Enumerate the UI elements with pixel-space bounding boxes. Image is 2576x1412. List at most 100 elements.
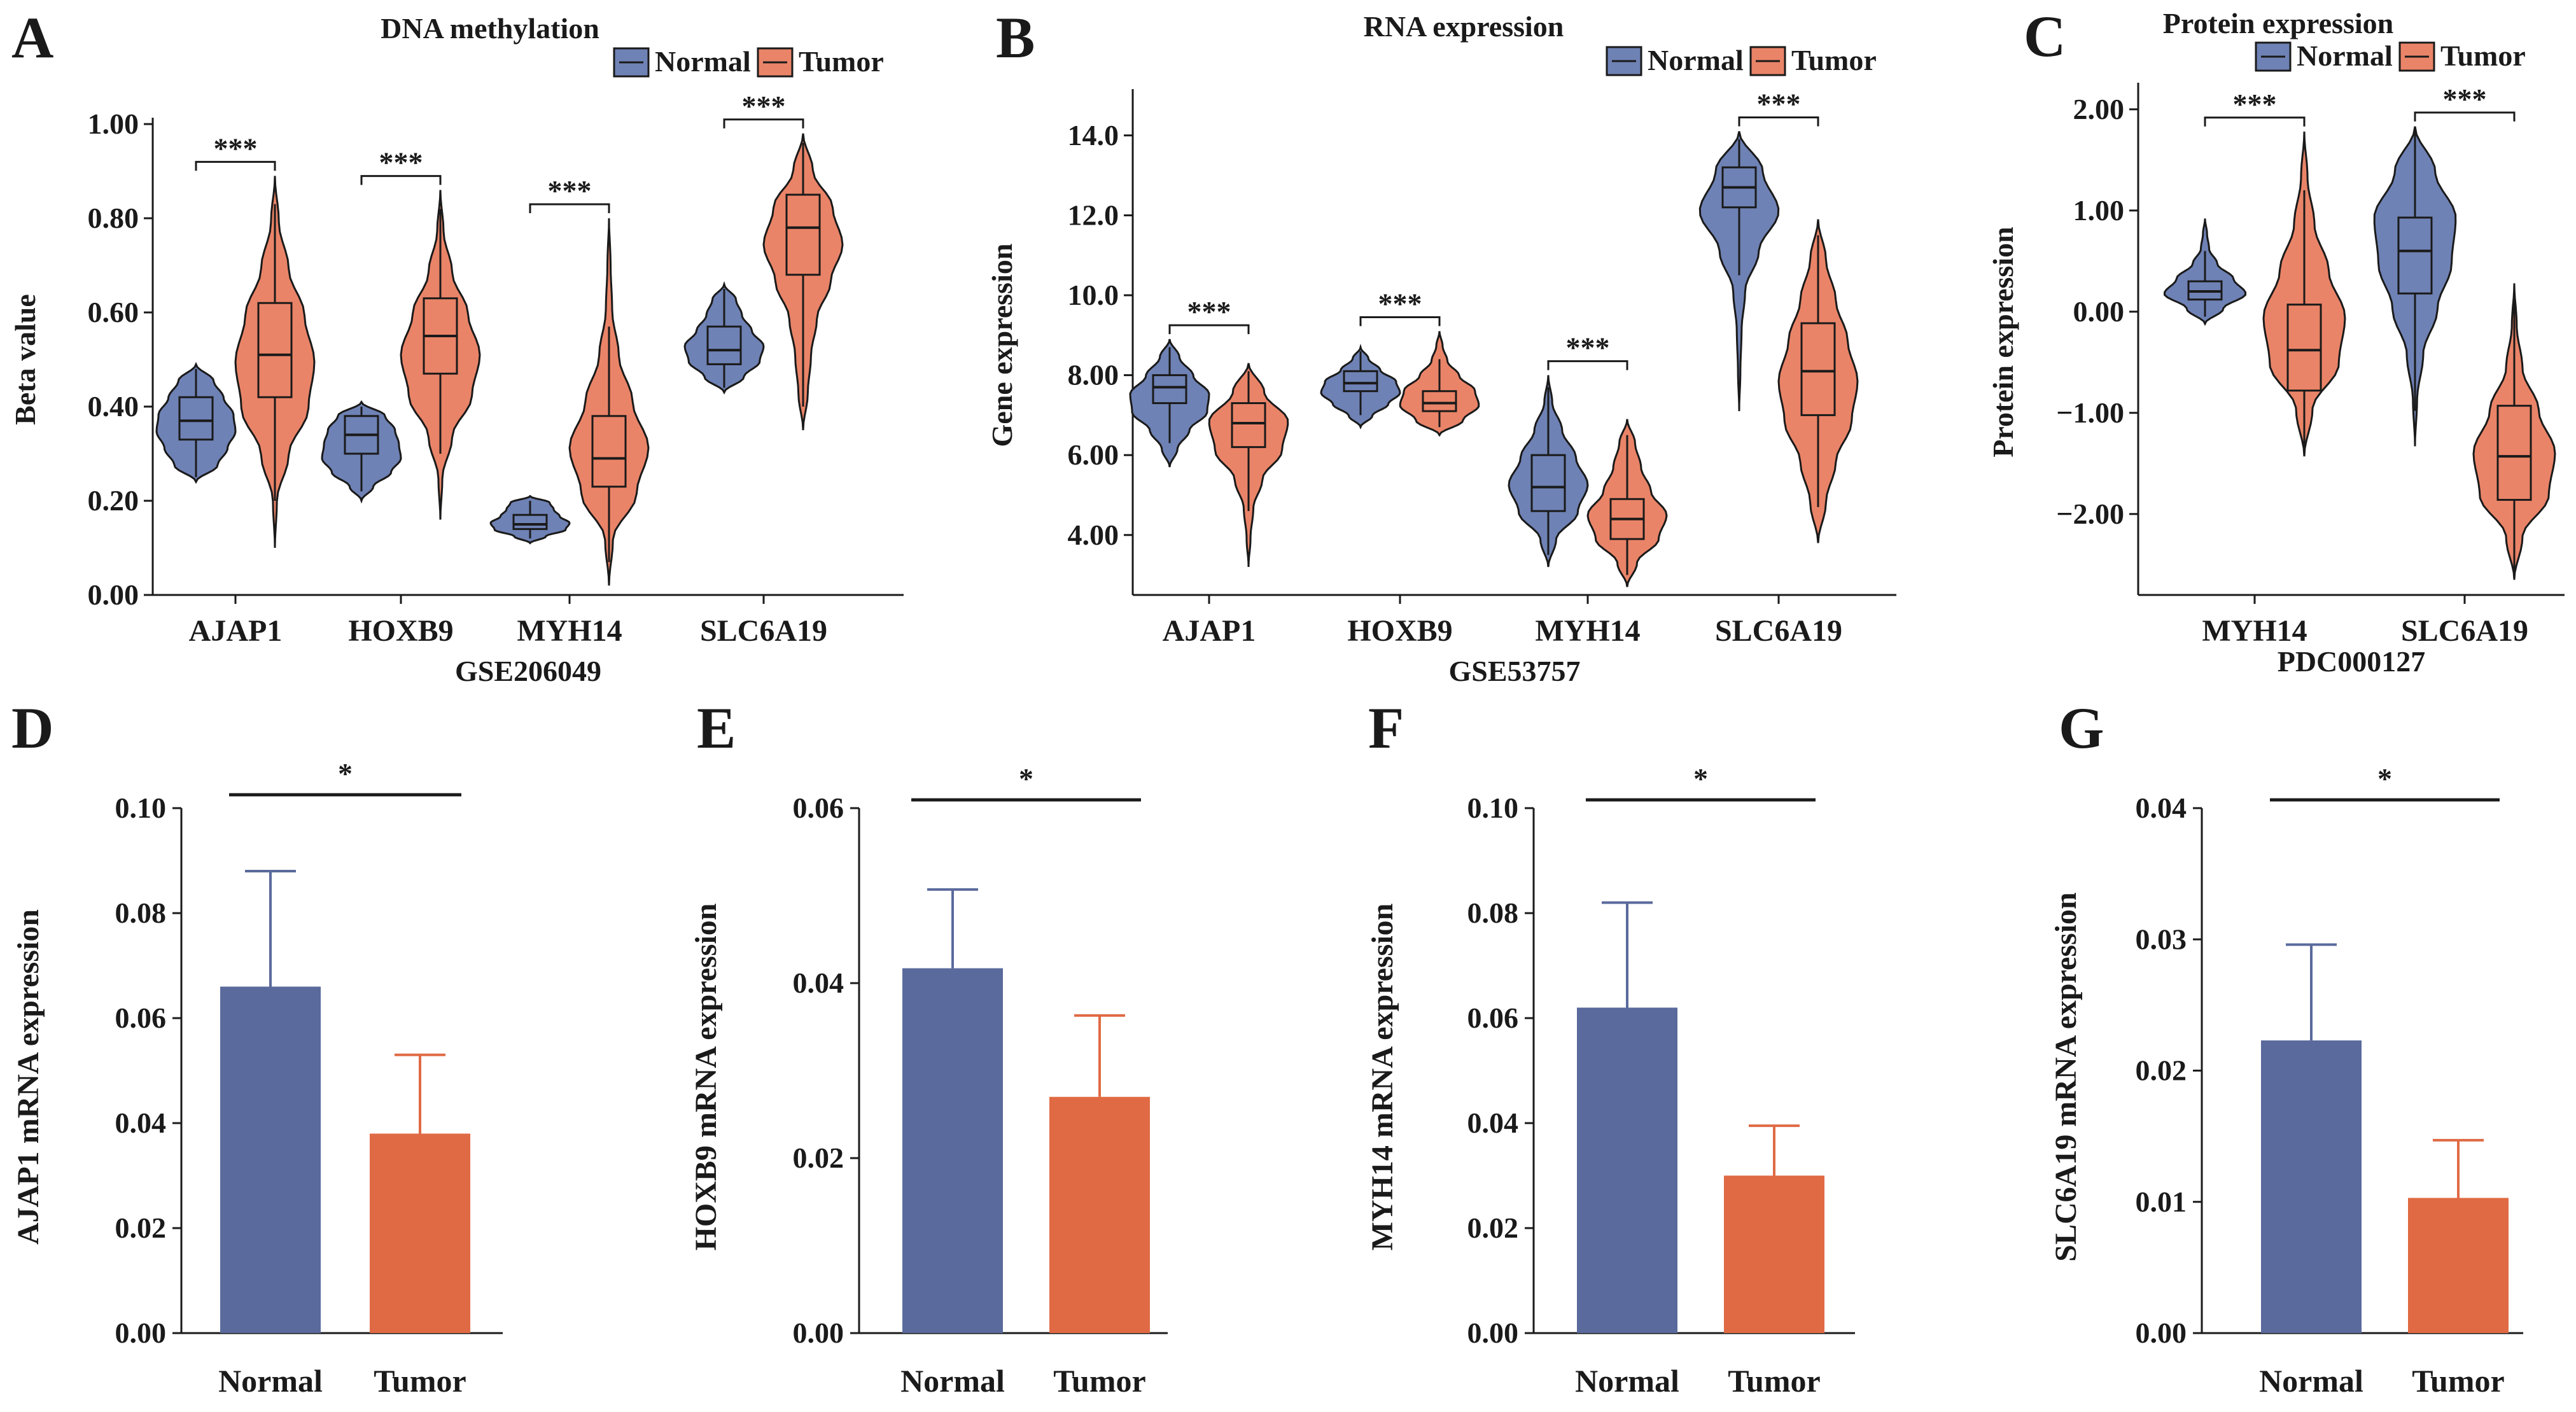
- box: [706, 325, 742, 365]
- panel-E: E 0.00 0.02 0.04 0.06 HOXB9 mRNA expression No…: [689, 696, 1168, 1399]
- y-tick-label: 0.02: [115, 1212, 167, 1244]
- significance-label: ***: [214, 132, 258, 164]
- y-tick-label: 0.20: [88, 484, 139, 517]
- violin-tumor-myh14: [568, 218, 650, 586]
- bar-tumor: [1049, 1014, 1150, 1333]
- significance-bracket: ***: [1168, 295, 1250, 335]
- panel-A: A DNA methylation Normal Tumor 0.00 0.20 0.40 0…: [9, 5, 904, 687]
- x-tick-label: Normal: [2259, 1363, 2363, 1399]
- y-axis-label: MYH14 mRNA expression: [1366, 904, 1399, 1251]
- y-tick-label: 0.00: [2136, 1317, 2187, 1349]
- box: [178, 396, 214, 441]
- y-tick-label: 6.00: [1068, 438, 1119, 471]
- y-tick-label: 0.08: [1467, 897, 1519, 929]
- y-tick-label: 12.0: [1068, 199, 1119, 231]
- y-tick-label: 0.00: [88, 578, 139, 611]
- violin-normal-ajap1: [155, 361, 237, 484]
- y-tick-label: 0.04: [2136, 792, 2187, 824]
- bracket-line: [529, 203, 610, 213]
- box: [1343, 370, 1378, 393]
- y-tick-label: 0.06: [793, 792, 844, 824]
- box: [1800, 322, 1836, 416]
- significance-bracket: ***: [2204, 88, 2306, 127]
- bar-rect: [370, 1133, 470, 1333]
- x-tick-label: HOXB9: [1347, 614, 1452, 648]
- bar-normal: [902, 888, 1003, 1333]
- legend-label-normal: Normal: [1648, 44, 1744, 76]
- y-tick-label: 0.04: [793, 967, 844, 999]
- box: [257, 302, 293, 398]
- bar-normal: [1577, 901, 1677, 1333]
- y-axis-label: Protein expression: [1987, 227, 2019, 457]
- x-tick-label: Normal: [1575, 1363, 1679, 1399]
- box: [512, 514, 548, 530]
- bar-normal: [220, 870, 321, 1333]
- x-axis-label: GSE206049: [455, 655, 601, 687]
- legend-label-tumor: Tumor: [1791, 44, 1877, 76]
- y-tick-label: 0.10: [1467, 792, 1519, 824]
- legend-label-normal: Normal: [655, 45, 751, 78]
- x-tick-label: HOXB9: [348, 614, 453, 648]
- y-tick-label: 0.00: [2073, 295, 2125, 328]
- y-tick-label: 0.04: [115, 1107, 167, 1139]
- violin-tumor-hoxb9: [1399, 331, 1480, 437]
- y-tick-label: 2.00: [2073, 93, 2125, 125]
- bracket-line: [1168, 324, 1250, 335]
- bracket-line: [195, 160, 276, 171]
- significance-bracket: ***: [2414, 83, 2516, 122]
- y-tick-label: 8.00: [1068, 359, 1119, 391]
- y-tick-label: 0.06: [115, 1002, 167, 1034]
- bracket-line: [1738, 116, 1819, 127]
- violin-normal-hoxb9: [1320, 344, 1401, 430]
- panel-letter: G: [2059, 696, 2104, 760]
- x-axis-label: GSE53757: [1448, 655, 1580, 687]
- y-tick-label: 0.00: [1467, 1317, 1519, 1349]
- legend: Normal Tumor: [2255, 39, 2526, 72]
- x-tick-label: SLC6A19: [1715, 614, 1842, 648]
- panel-letter: E: [697, 696, 736, 760]
- bar-rect: [1049, 1096, 1150, 1333]
- y-axis-label: AJAP1 mRNA expression: [11, 909, 45, 1245]
- y-tick-label: 0.04: [1467, 1107, 1519, 1139]
- bracket-line: [1359, 316, 1441, 326]
- y-tick-label: 0.03: [2136, 923, 2187, 955]
- x-tick-label: SLC6A19: [2401, 614, 2528, 648]
- box: [1152, 374, 1187, 405]
- y-tick-label: 0.01: [2136, 1185, 2187, 1218]
- x-tick-label: SLC6A19: [700, 614, 827, 648]
- legend-label-tumor: Tumor: [2440, 39, 2526, 72]
- violin-tumor-ajap1: [234, 176, 316, 549]
- significance-label: *: [338, 757, 353, 790]
- bracket-line: [2204, 116, 2306, 127]
- panel-G: G 0.00 0.01 0.02 0.03 0.04 SLC6A19 mRNA expres…: [2049, 696, 2523, 1399]
- y-tick-label: 0.10: [115, 792, 167, 824]
- panel-D: D 0.00 0.02 0.04 0.06 0.08 0.10 AJAP1 mRNA expr…: [11, 696, 503, 1399]
- bracket-line: [723, 118, 804, 129]
- y-tick-label: 0.02: [793, 1142, 844, 1174]
- y-tick-label: 14.0: [1068, 119, 1119, 151]
- violin-normal-slc6a19: [683, 281, 765, 395]
- y-tick-label: 0.00: [793, 1317, 844, 1349]
- significance-bracket: ***: [1359, 288, 1441, 326]
- panel-letter: A: [11, 5, 53, 70]
- x-tick-label: Tumor: [2412, 1363, 2504, 1399]
- significance-label: ***: [742, 90, 786, 122]
- significance-label: ***: [1757, 88, 1801, 120]
- violin-tumor-slc6a19: [2472, 283, 2556, 580]
- violin-normal-myh14: [1508, 375, 1589, 568]
- box: [1530, 454, 1566, 512]
- significance-bracket: ***: [723, 90, 804, 129]
- significance-bracket: ***: [529, 174, 610, 213]
- significance-bracket: ***: [1738, 88, 1819, 127]
- violin-normal-slc6a19: [2373, 126, 2457, 447]
- y-axis-label: Beta value: [9, 294, 41, 425]
- bracket-line: [2414, 111, 2516, 122]
- panel-letter: C: [2024, 4, 2066, 69]
- significance-label: ***: [1187, 295, 1231, 328]
- y-axis-label: Gene expression: [986, 244, 1018, 447]
- bar-rect: [1577, 1007, 1677, 1333]
- significance-label: ***: [548, 174, 592, 207]
- violin-normal-myh14: [489, 494, 571, 545]
- violin-tumor-ajap1: [1208, 363, 1289, 568]
